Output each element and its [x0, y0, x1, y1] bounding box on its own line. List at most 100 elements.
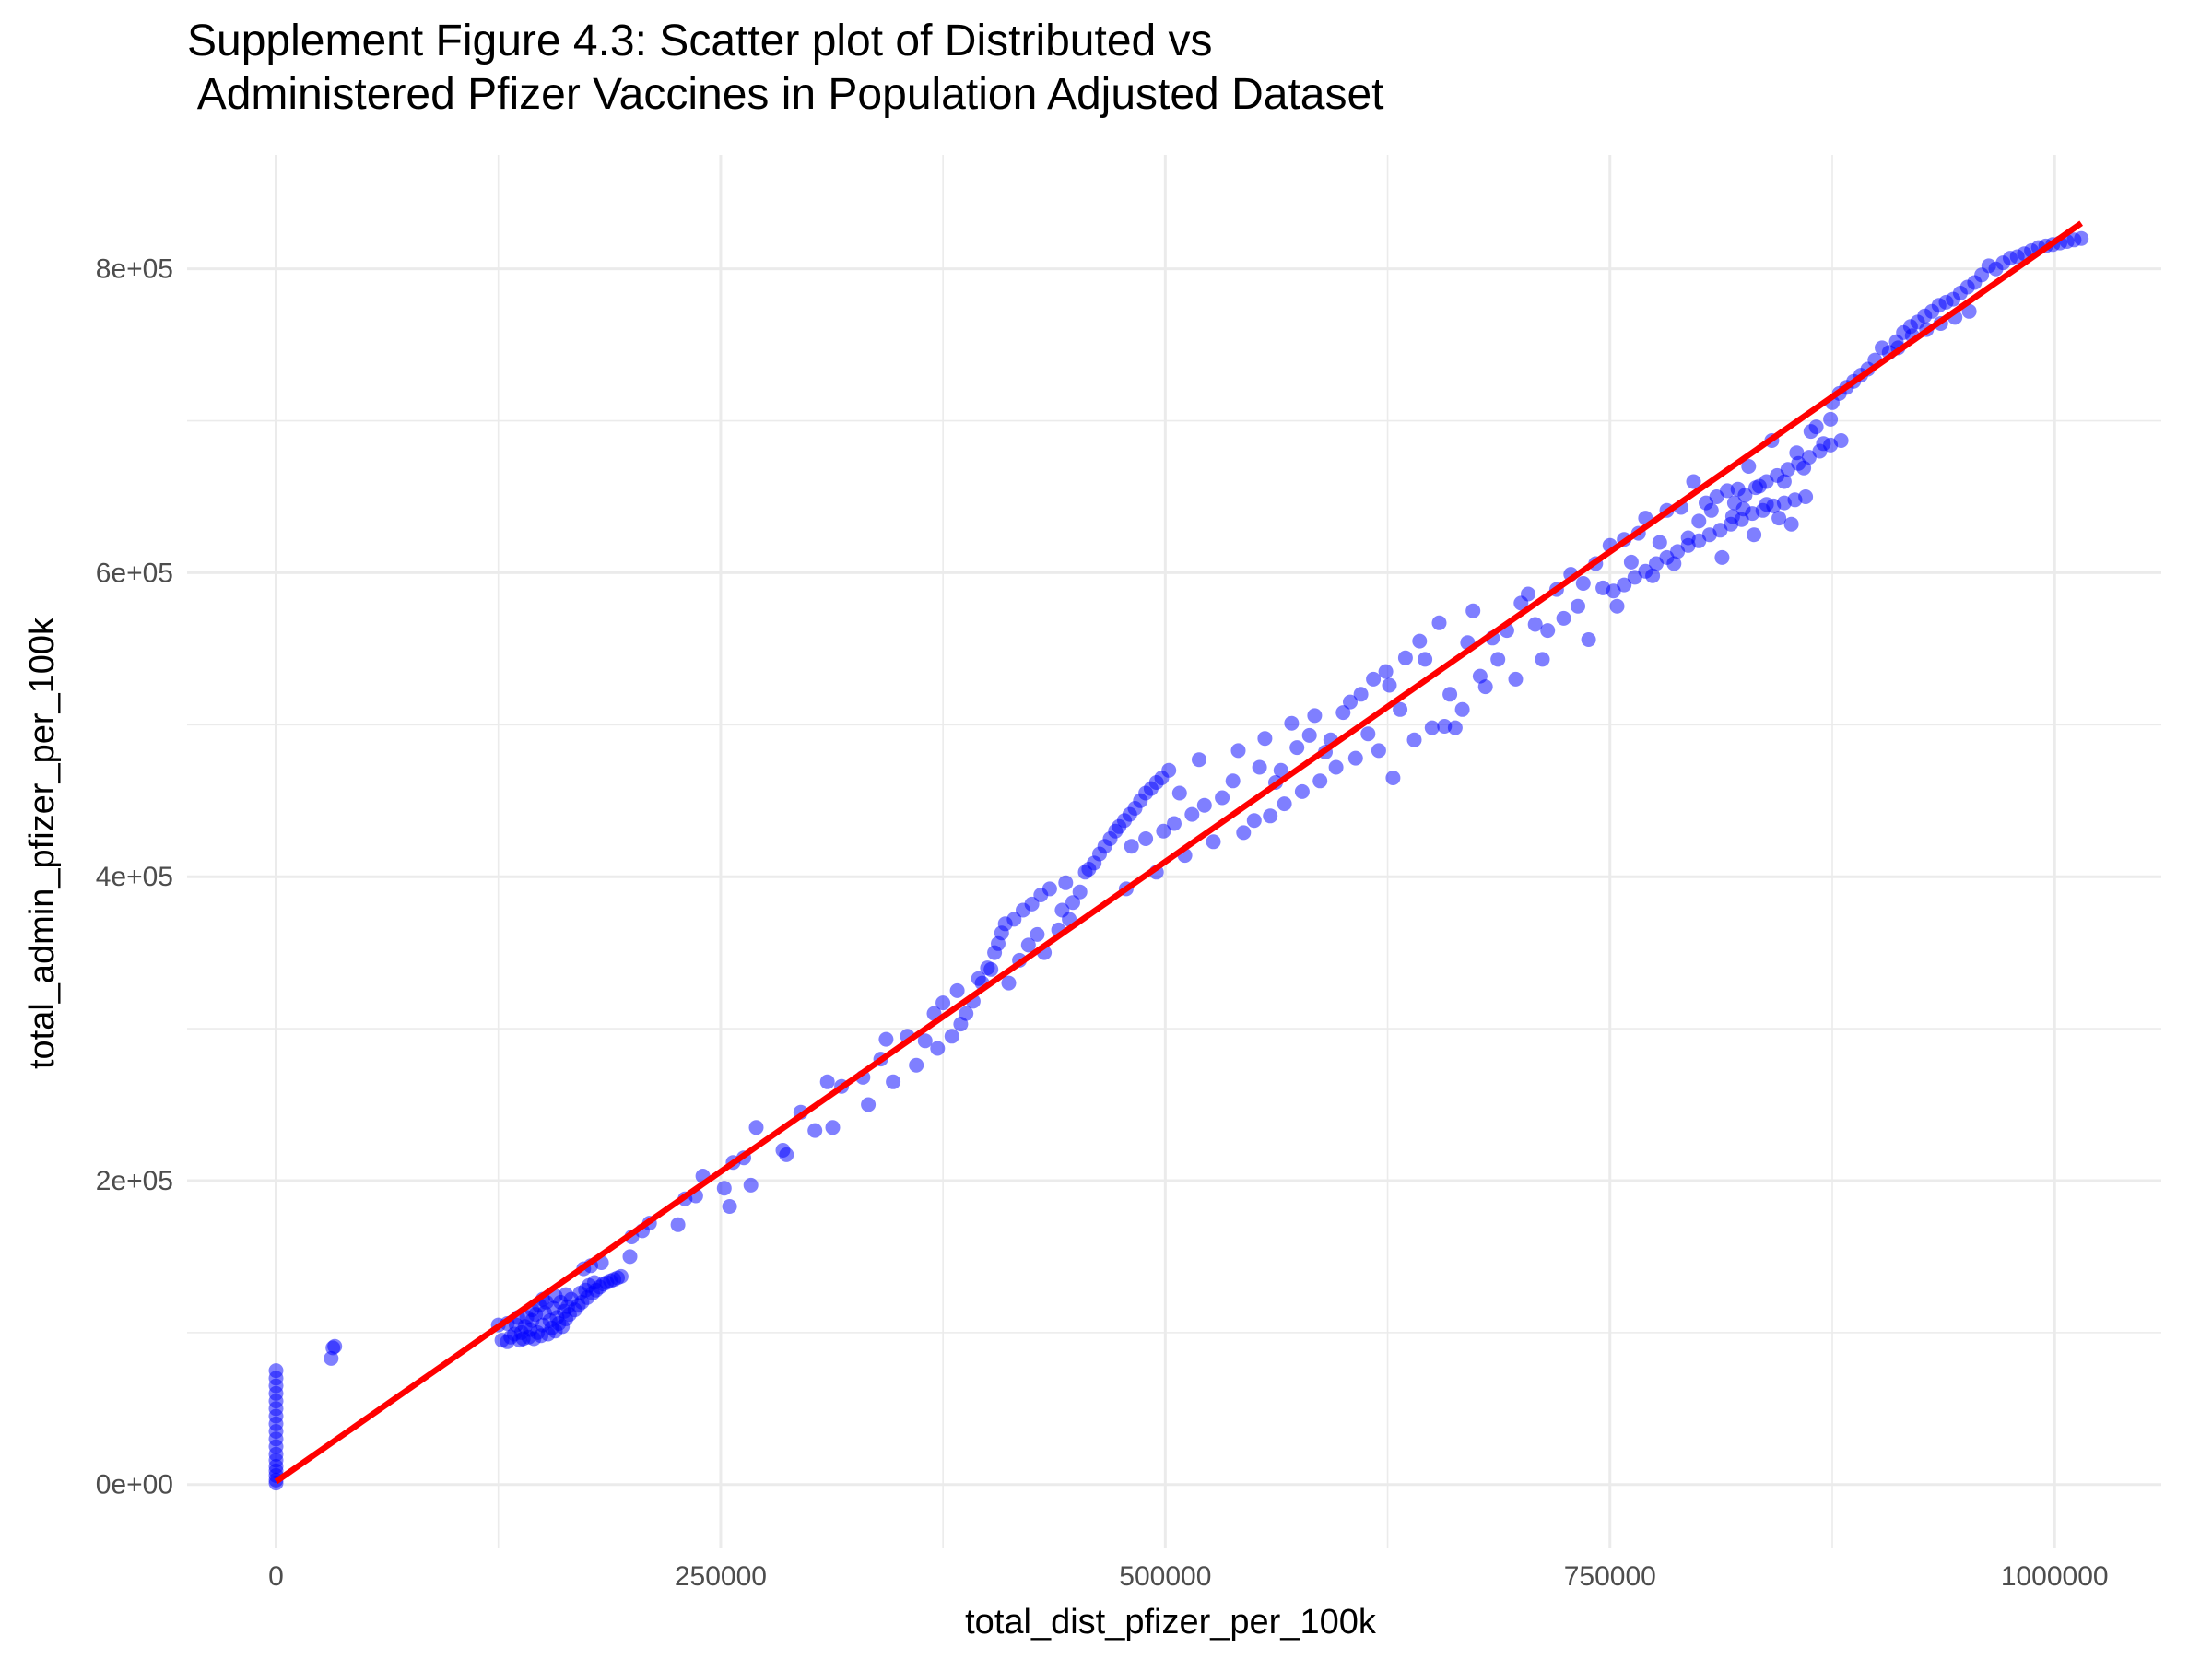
x-tick-label: 500000	[1119, 1561, 1211, 1592]
scatter-point	[1686, 474, 1701, 489]
scatter-point	[983, 961, 999, 977]
scatter-point	[1477, 679, 1493, 695]
x-axis-title: total_dist_pfizer_per_100k	[965, 1603, 1377, 1641]
scatter-point	[1335, 705, 1351, 721]
scatter-point	[1770, 467, 1785, 483]
scatter-point	[1812, 443, 1828, 459]
scatter-point	[1521, 586, 1535, 602]
scatter-point	[935, 995, 951, 1011]
regression-line	[274, 220, 2084, 1485]
scatter-point	[1030, 926, 1045, 942]
scatter-point	[1289, 740, 1305, 756]
y-tick-label: 8e+05	[96, 254, 173, 285]
scatter-point	[743, 1177, 759, 1193]
scatter-point	[1058, 875, 1074, 890]
scatter-point	[807, 1123, 823, 1138]
y-tick-label: 4e+05	[96, 862, 173, 892]
scatter-point	[722, 1199, 737, 1214]
scatter-point	[1737, 488, 1753, 503]
scatter-point	[1627, 570, 1642, 585]
scatter-point	[1385, 771, 1401, 785]
scatter-point	[1161, 762, 1177, 778]
scatter-point	[670, 1217, 686, 1232]
scatter-point	[1353, 687, 1369, 702]
scatter-point	[1301, 727, 1317, 743]
scatter-point	[1156, 823, 1171, 839]
scatter-point	[1535, 652, 1550, 667]
scatter-point	[1609, 598, 1625, 614]
scatter-points	[268, 230, 2089, 1491]
scatter-point	[1447, 720, 1463, 735]
scatter-point	[1412, 633, 1428, 649]
scatter-point	[1714, 549, 1730, 565]
scatter-point	[1465, 603, 1481, 618]
scatter-point	[327, 1338, 343, 1354]
scatter-point	[1703, 502, 1719, 518]
y-axis-tick-labels: 0e+00 2e+05 4e+05 6e+05 8e+05	[96, 254, 173, 1500]
scatter-point	[1294, 783, 1310, 799]
chart-title-line-1: Supplement Figure 4.3: Scatter plot of D…	[187, 17, 1213, 65]
y-axis-title: total_admin_pfizer_per_100k	[23, 617, 62, 1069]
scatter-point	[1225, 773, 1241, 789]
scatter-point	[819, 1074, 835, 1089]
scatter-point	[1424, 720, 1440, 735]
scatter-point	[1571, 598, 1585, 614]
scatter-point	[1328, 759, 1344, 775]
scatter-point	[930, 1041, 946, 1056]
x-tick-label: 1000000	[2001, 1561, 2109, 1592]
scatter-point	[748, 1120, 764, 1135]
scatter-point	[1617, 577, 1632, 593]
scatter-point	[1343, 694, 1358, 710]
scatter-point	[886, 1074, 901, 1089]
scatter-point	[1670, 544, 1686, 559]
scatter-point	[1397, 650, 1413, 665]
scatter-point	[2074, 230, 2089, 246]
scatter-point	[613, 1268, 629, 1284]
y-tick-label: 6e+05	[96, 558, 173, 588]
scatter-point	[1371, 743, 1386, 759]
scatter-point	[959, 1006, 974, 1021]
scatter-point	[1606, 583, 1621, 599]
scatter-point	[1307, 708, 1323, 724]
scatter-point	[1252, 759, 1267, 775]
scatter-point	[949, 982, 965, 998]
x-tick-label: 750000	[1564, 1561, 1656, 1592]
x-axis-tick-labels: 0 250000 500000 750000 1000000	[268, 1561, 2108, 1592]
scatter-point	[622, 1249, 638, 1265]
scatter-point	[1726, 495, 1742, 511]
scatter-point	[1808, 419, 1824, 435]
scatter-point	[1171, 785, 1187, 801]
scatter-point	[1230, 743, 1246, 759]
scatter-point	[1734, 512, 1749, 527]
scatter-point	[1192, 752, 1206, 768]
scatter-point	[1623, 554, 1639, 570]
scatter-point	[1347, 750, 1363, 766]
scatter-point	[1527, 617, 1543, 632]
scatter-point	[1378, 664, 1394, 679]
scatter-point	[1382, 677, 1397, 693]
scatter-point	[878, 1031, 894, 1047]
scatter-point	[1001, 975, 1017, 991]
scatter-point	[1490, 652, 1506, 667]
scatter-point	[1246, 813, 1262, 829]
scatter-point	[917, 1033, 933, 1049]
scatter-point	[1540, 623, 1556, 639]
scatter-point	[1691, 513, 1707, 529]
scatter-point	[1277, 796, 1292, 812]
y-tick-label: 0e+00	[96, 1470, 173, 1500]
scatter-point	[1360, 726, 1376, 742]
scatter-point	[1783, 516, 1799, 532]
scatter-point	[1454, 701, 1470, 717]
scatter-point	[1236, 825, 1252, 841]
scatter-point	[1284, 715, 1300, 731]
x-tick-label: 0	[268, 1561, 284, 1592]
scatter-point	[1508, 671, 1524, 687]
scatter-point	[1072, 884, 1088, 900]
scatter-point	[1196, 797, 1212, 813]
chart-title: Supplement Figure 4.3: Scatter plot of D…	[187, 17, 1384, 119]
scatter-point	[1167, 816, 1182, 831]
scatter-point	[559, 1287, 573, 1302]
scatter-point	[1581, 632, 1596, 647]
scatter-point	[268, 1363, 284, 1379]
